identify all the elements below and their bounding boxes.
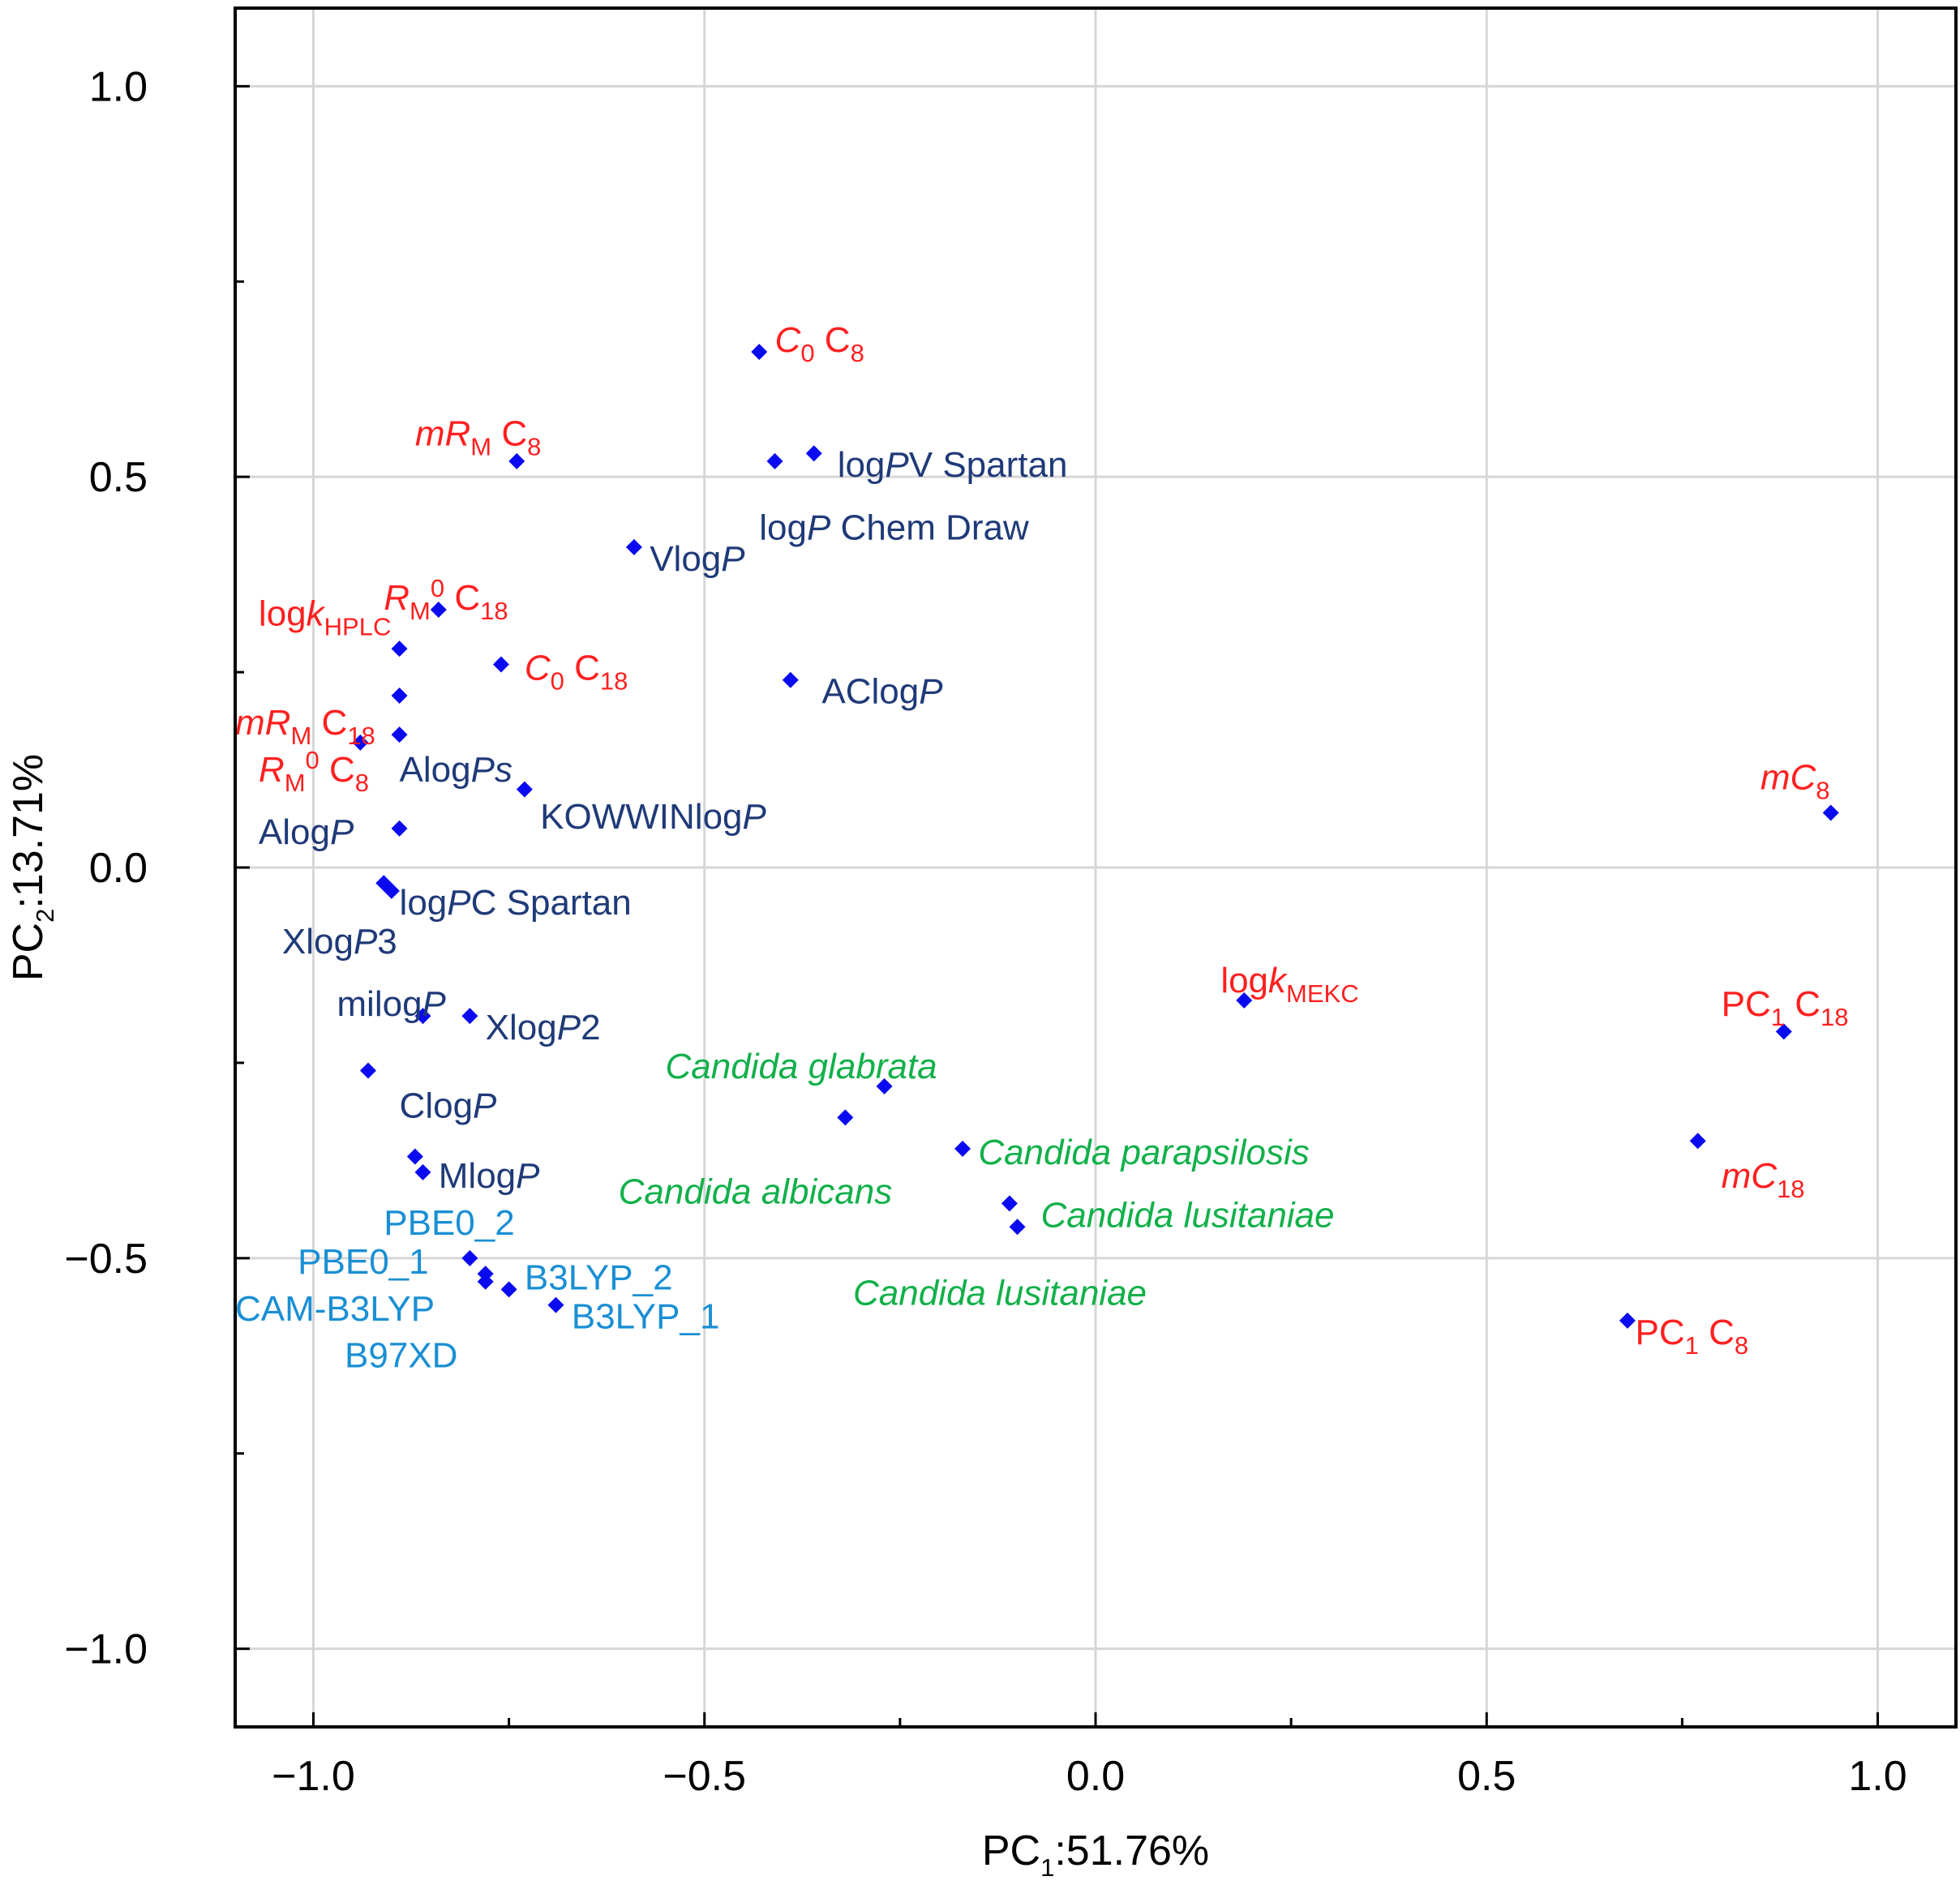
point-label: VlogP [650, 539, 745, 579]
point-label: PBE0_2 [384, 1203, 514, 1243]
y-tick-label: 0.5 [89, 454, 148, 501]
data-point [391, 820, 408, 837]
point-label: AClogP [821, 672, 943, 712]
y-tick-label: 0.0 [89, 845, 148, 892]
point-label: KOWWINlogP [540, 797, 766, 837]
data-point [414, 1008, 431, 1025]
y-tick-label: 1.0 [89, 63, 148, 110]
data-point [414, 1163, 431, 1180]
data-point [359, 1062, 376, 1079]
point-label: mC18 [1722, 1156, 1805, 1203]
point-label: logPV Spartan [838, 445, 1068, 485]
point-label: milogP [337, 984, 446, 1024]
point-label: Candida albicans [619, 1172, 893, 1211]
point-label: XlogP3 [282, 922, 397, 962]
x-tick-label: 1.0 [1848, 1753, 1906, 1800]
data-point [625, 538, 642, 555]
point-label: AlogPs [400, 750, 513, 790]
point-label: B3LYP_2 [525, 1257, 673, 1297]
data-point [876, 1077, 893, 1095]
data-point [461, 1008, 478, 1025]
data-point [391, 726, 408, 743]
point-label: logPC Spartan [400, 883, 632, 923]
data-point [492, 656, 509, 673]
x-tick-label: −0.5 [663, 1753, 746, 1800]
x-tick-label: 0.0 [1066, 1753, 1125, 1800]
point-label: C0 C8 [775, 320, 864, 367]
x-axis-title: PC1:51.76% [982, 1827, 1209, 1882]
point-label: PBE0_1 [298, 1242, 428, 1282]
point-label: Candida lusitaniae [1040, 1195, 1334, 1235]
point-label: Candida glabrata [666, 1047, 937, 1086]
point-label: Candida lusitaniae [853, 1274, 1147, 1313]
data-point [391, 688, 408, 704]
data-point [837, 1109, 854, 1126]
point-label: mRM C18 [235, 703, 375, 750]
data-point [406, 1148, 423, 1165]
point-label: B3LYP_1 [572, 1297, 720, 1337]
point-label: mRM C8 [415, 414, 542, 461]
point-label: PC1 C18 [1722, 984, 1849, 1031]
x-tick-label: −1.0 [272, 1753, 355, 1800]
data-point [477, 1273, 494, 1290]
point-label: B97XD [345, 1336, 457, 1376]
data-point [508, 452, 525, 469]
point-label: Candida parapsilosis [978, 1133, 1309, 1172]
data-point [766, 452, 783, 469]
point-label: XlogP2 [486, 1008, 601, 1047]
data-point [500, 1281, 517, 1298]
axis-ticks: −1.0 −0.5 0.0 0.5 1.0 −1.0 −0.5 0.0 0.5 1.0 [64, 63, 1906, 1800]
point-label: RM0 C18 [384, 574, 508, 625]
x-tick-label: 0.5 [1457, 1753, 1516, 1800]
data-point [782, 671, 799, 688]
data-point [1236, 992, 1253, 1009]
data-point [430, 602, 447, 618]
point-label: logkMEKC [1220, 961, 1358, 1008]
grid [235, 8, 1956, 1727]
y-tick-label: −0.5 [64, 1236, 148, 1283]
point-label: C0 C18 [525, 649, 628, 696]
data-point [1775, 1023, 1792, 1040]
data-point [1619, 1312, 1636, 1329]
data-point [352, 734, 369, 751]
data-point [1689, 1133, 1706, 1150]
data-point [391, 640, 408, 658]
data-point [383, 882, 400, 899]
point-label: AlogP [259, 812, 354, 852]
data-point [954, 1140, 971, 1157]
point-label: logkHPLC [259, 593, 391, 640]
data-point [1001, 1195, 1018, 1212]
y-tick-label: −1.0 [64, 1626, 148, 1673]
data-point [516, 781, 533, 798]
point-labels: C0 C8 mRM C8 logPV Spartan logP Chem Draw Vl… [235, 320, 1848, 1376]
point-label: mC8 [1761, 758, 1830, 805]
point-label: CAM-B3LYP [235, 1289, 435, 1329]
data-point [1822, 804, 1839, 821]
data-point [751, 344, 768, 360]
data-point [805, 445, 822, 462]
y-axis-title: PC2:13.71% [5, 754, 59, 981]
point-label: MlogP [439, 1156, 540, 1196]
point-label: RM0 C8 [259, 746, 369, 797]
point-label: ClogP [400, 1086, 498, 1125]
point-label: logP Chem Draw [759, 508, 1029, 547]
data-points [352, 344, 1839, 1329]
data-point [1009, 1219, 1026, 1236]
point-label: PC1 C8 [1636, 1313, 1749, 1360]
data-point [547, 1296, 564, 1313]
data-point [461, 1249, 478, 1266]
